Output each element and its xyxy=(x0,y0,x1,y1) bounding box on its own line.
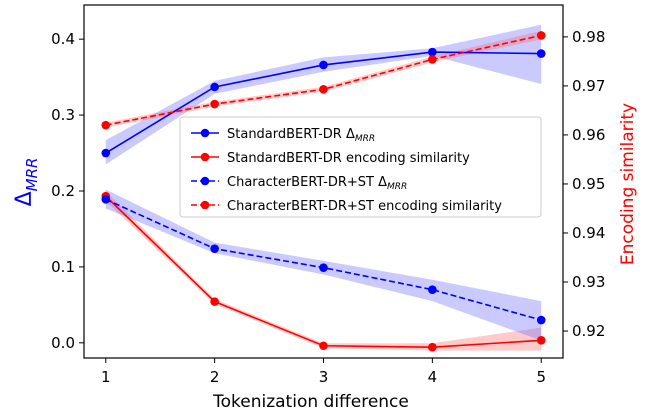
y-right-tick-label: 0.94 xyxy=(572,224,605,242)
y-axis-left-title: ΔMRR xyxy=(12,158,41,207)
svg-text:ΔMRR: ΔMRR xyxy=(12,158,41,207)
x-tick-label: 5 xyxy=(536,368,546,386)
x-axis-title: Tokenization difference xyxy=(212,392,409,412)
data-point-series-3 xyxy=(210,99,219,109)
y-axis-left-title-symbol: Δ xyxy=(12,191,37,206)
y-left-tick-label: 0.2 xyxy=(51,182,75,200)
x-tick-label: 2 xyxy=(210,368,220,386)
y-right-tick-label: 0.98 xyxy=(572,28,605,46)
legend-label: CharacterBERT-DR+ST ΔMRR xyxy=(227,175,407,192)
data-point-series-0 xyxy=(210,82,219,92)
data-point-series-2 xyxy=(101,195,111,204)
data-point-series-2 xyxy=(536,315,546,325)
y-axis-right-title: Encoding similarity xyxy=(618,103,638,265)
data-point-series-0 xyxy=(428,47,437,57)
y-axis-right: 0.92 0.93 0.94 0.95 0.96 0.97 0.98 xyxy=(563,28,605,340)
y-right-tick-label: 0.92 xyxy=(572,322,605,340)
data-point-series-0 xyxy=(319,60,328,70)
y-left-tick-label: 0.4 xyxy=(51,30,75,48)
y-axis-left: 0.0 0.1 0.2 0.3 0.4 xyxy=(51,30,84,352)
legend-label: StandardBERT-DR ΔMRR xyxy=(227,127,375,144)
confidence-band-series-0 xyxy=(105,24,542,165)
data-point-series-2 xyxy=(210,244,219,253)
y-right-tick-label: 0.93 xyxy=(572,273,605,291)
legend-box xyxy=(179,116,542,218)
data-point-series-3 xyxy=(101,120,111,130)
x-axis: 1 2 3 4 5 xyxy=(101,358,546,386)
data-point-series-1 xyxy=(210,297,219,306)
legend-marker xyxy=(200,152,210,162)
series-points xyxy=(101,31,546,352)
data-point-series-2 xyxy=(319,263,328,272)
data-point-series-1 xyxy=(536,336,546,345)
legend-marker xyxy=(200,176,210,186)
data-point-series-3 xyxy=(319,85,328,94)
data-point-series-0 xyxy=(101,148,111,158)
y-left-tick-label: 0.3 xyxy=(51,106,75,124)
x-tick-label: 3 xyxy=(319,368,329,386)
y-right-tick-label: 0.96 xyxy=(572,126,605,144)
data-point-series-1 xyxy=(428,342,437,352)
data-point-series-1 xyxy=(319,341,328,351)
data-point-series-2 xyxy=(428,285,437,294)
y-right-tick-label: 0.95 xyxy=(572,175,605,193)
y-left-tick-label: 0.1 xyxy=(51,258,75,276)
legend-marker xyxy=(200,128,210,138)
y-axis-left-title-subscript: MRR xyxy=(23,158,41,192)
y-left-tick-label: 0.0 xyxy=(51,334,75,352)
legend: StandardBERT-DR ΔMRR StandardBERT-DR enco… xyxy=(179,116,542,218)
legend-marker xyxy=(200,200,210,210)
data-point-series-3 xyxy=(428,55,437,64)
confidence-band-series-1 xyxy=(105,191,542,351)
data-point-series-0 xyxy=(536,49,546,58)
data-point-series-3 xyxy=(536,31,546,40)
y-right-tick-label: 0.97 xyxy=(572,77,605,95)
x-tick-label: 1 xyxy=(101,368,111,386)
x-tick-label: 4 xyxy=(428,368,438,386)
legend-label: CharacterBERT-DR+ST encoding similarity xyxy=(227,199,502,214)
legend-label: StandardBERT-DR encoding similarity xyxy=(227,151,470,166)
